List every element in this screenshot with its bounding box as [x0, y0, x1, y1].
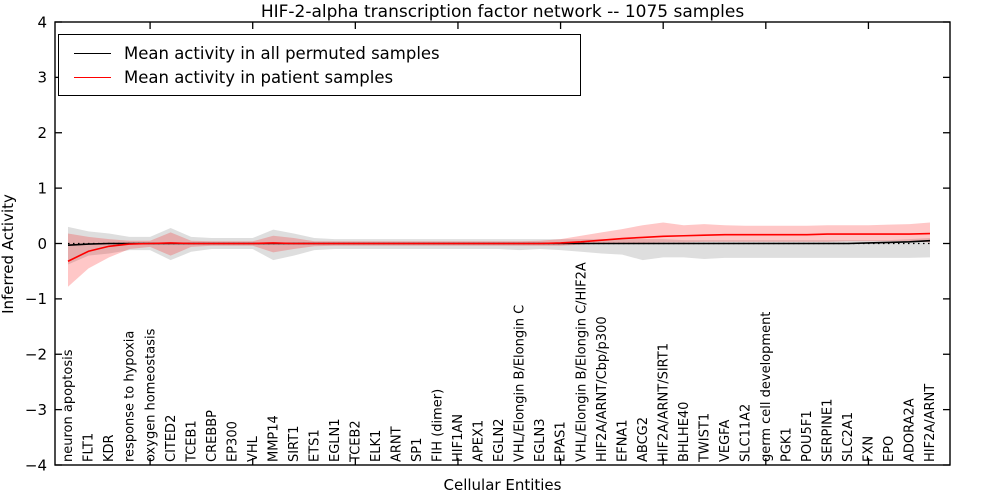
- x-tick-label: FXN: [862, 436, 877, 462]
- chart-title: HIF-2-alpha transcription factor network…: [260, 2, 745, 22]
- x-tick-label: EGLN3: [533, 418, 548, 462]
- x-tick-label: EPO: [882, 436, 897, 462]
- x-tick-label: TWIST1: [697, 413, 712, 463]
- legend-label-permuted: Mean activity in all permuted samples: [124, 43, 440, 63]
- x-tick-label: ELK1: [369, 430, 384, 462]
- x-tick-label: EFNA1: [615, 419, 630, 462]
- x-tick-label: EPAS1: [554, 421, 569, 462]
- x-tick-label: oxygen homeostasis: [143, 328, 158, 462]
- x-tick-label: CREBBP: [205, 410, 220, 462]
- y-tick-label: −4: [25, 456, 47, 474]
- x-tick-label: TCEB1: [184, 420, 199, 463]
- x-tick-label: EGLN2: [492, 418, 507, 462]
- x-tick-label: POU5F1: [800, 410, 815, 462]
- x-tick-label: TCEB2: [348, 420, 363, 463]
- x-axis-label: Cellular Entities: [443, 476, 562, 494]
- legend: Mean activity in all permuted samples Me…: [58, 34, 581, 96]
- y-tick-label: 4: [37, 13, 47, 31]
- patient-band: [68, 222, 930, 287]
- y-tick-label: −1: [25, 290, 47, 308]
- x-tick-label: CITED2: [164, 415, 179, 462]
- legend-line-permuted-icon: [74, 52, 111, 54]
- y-tick-label: 1: [37, 179, 47, 197]
- x-tick-label: SIRT1: [287, 426, 302, 462]
- x-tick-label: VHL: [246, 435, 261, 462]
- legend-entry-permuted: Mean activity in all permuted samples: [59, 44, 580, 63]
- x-tick-label: neuron apoptosis: [61, 349, 76, 462]
- x-tick-label: VHL/Elongin B/Elongin C: [513, 305, 528, 462]
- legend-line-patient-icon: [74, 76, 111, 78]
- permuted-band: [68, 226, 930, 265]
- y-tick-label: −2: [25, 346, 47, 364]
- x-tick-label: HIF2A/ARNT: [923, 384, 938, 462]
- x-tick-label: VEGFA: [718, 420, 733, 462]
- legend-label-patient: Mean activity in patient samples: [124, 67, 394, 87]
- x-tick-label: SERPINE1: [821, 399, 836, 462]
- patient-mean-line: [67, 232, 931, 262]
- y-axis-label: Inferred Activity: [0, 194, 17, 314]
- x-tick-label: EGLN1: [328, 418, 343, 462]
- x-tick-label: SLC11A2: [738, 404, 753, 462]
- legend-entry-patient: Mean activity in patient samples: [59, 68, 580, 87]
- y-tick-label: 2: [37, 124, 47, 142]
- x-tick-label: HIF2A/ARNT/Cbp/p300: [595, 316, 610, 462]
- x-tick-label: SP1: [410, 438, 425, 462]
- x-tick-label: ETS1: [307, 429, 322, 462]
- x-tick-label: FIH (dimer): [431, 389, 446, 462]
- y-tick-label: 3: [37, 69, 47, 87]
- x-tick-label: HIF1AN: [451, 414, 466, 462]
- y-tick-label: −3: [25, 401, 47, 419]
- x-tick-label: EP300: [225, 421, 240, 462]
- x-tick-label: germ cell development: [759, 312, 774, 462]
- x-tick-label: APEX1: [472, 420, 487, 462]
- x-tick-label: BHLHE40: [677, 402, 692, 462]
- x-tick-label: KDR: [102, 434, 117, 462]
- y-tick-label: 0: [37, 235, 47, 253]
- x-tick-label: MMP14: [266, 415, 281, 462]
- x-tick-label: ADORA2A: [903, 398, 918, 462]
- x-tick-label: ABCG2: [636, 417, 651, 462]
- x-tick-label: PGK1: [779, 427, 794, 462]
- x-tick-label: VHL/Elongin B/Elongin C/HIF2A: [574, 262, 589, 462]
- x-tick-label: ARNT: [390, 426, 405, 462]
- x-tick-label: HIF2A/ARNT/SIRT1: [656, 343, 671, 462]
- x-tick-label: SLC2A1: [841, 412, 856, 462]
- x-tick-label: response to hypoxia: [123, 331, 138, 462]
- x-tick-label: FLT1: [82, 433, 97, 462]
